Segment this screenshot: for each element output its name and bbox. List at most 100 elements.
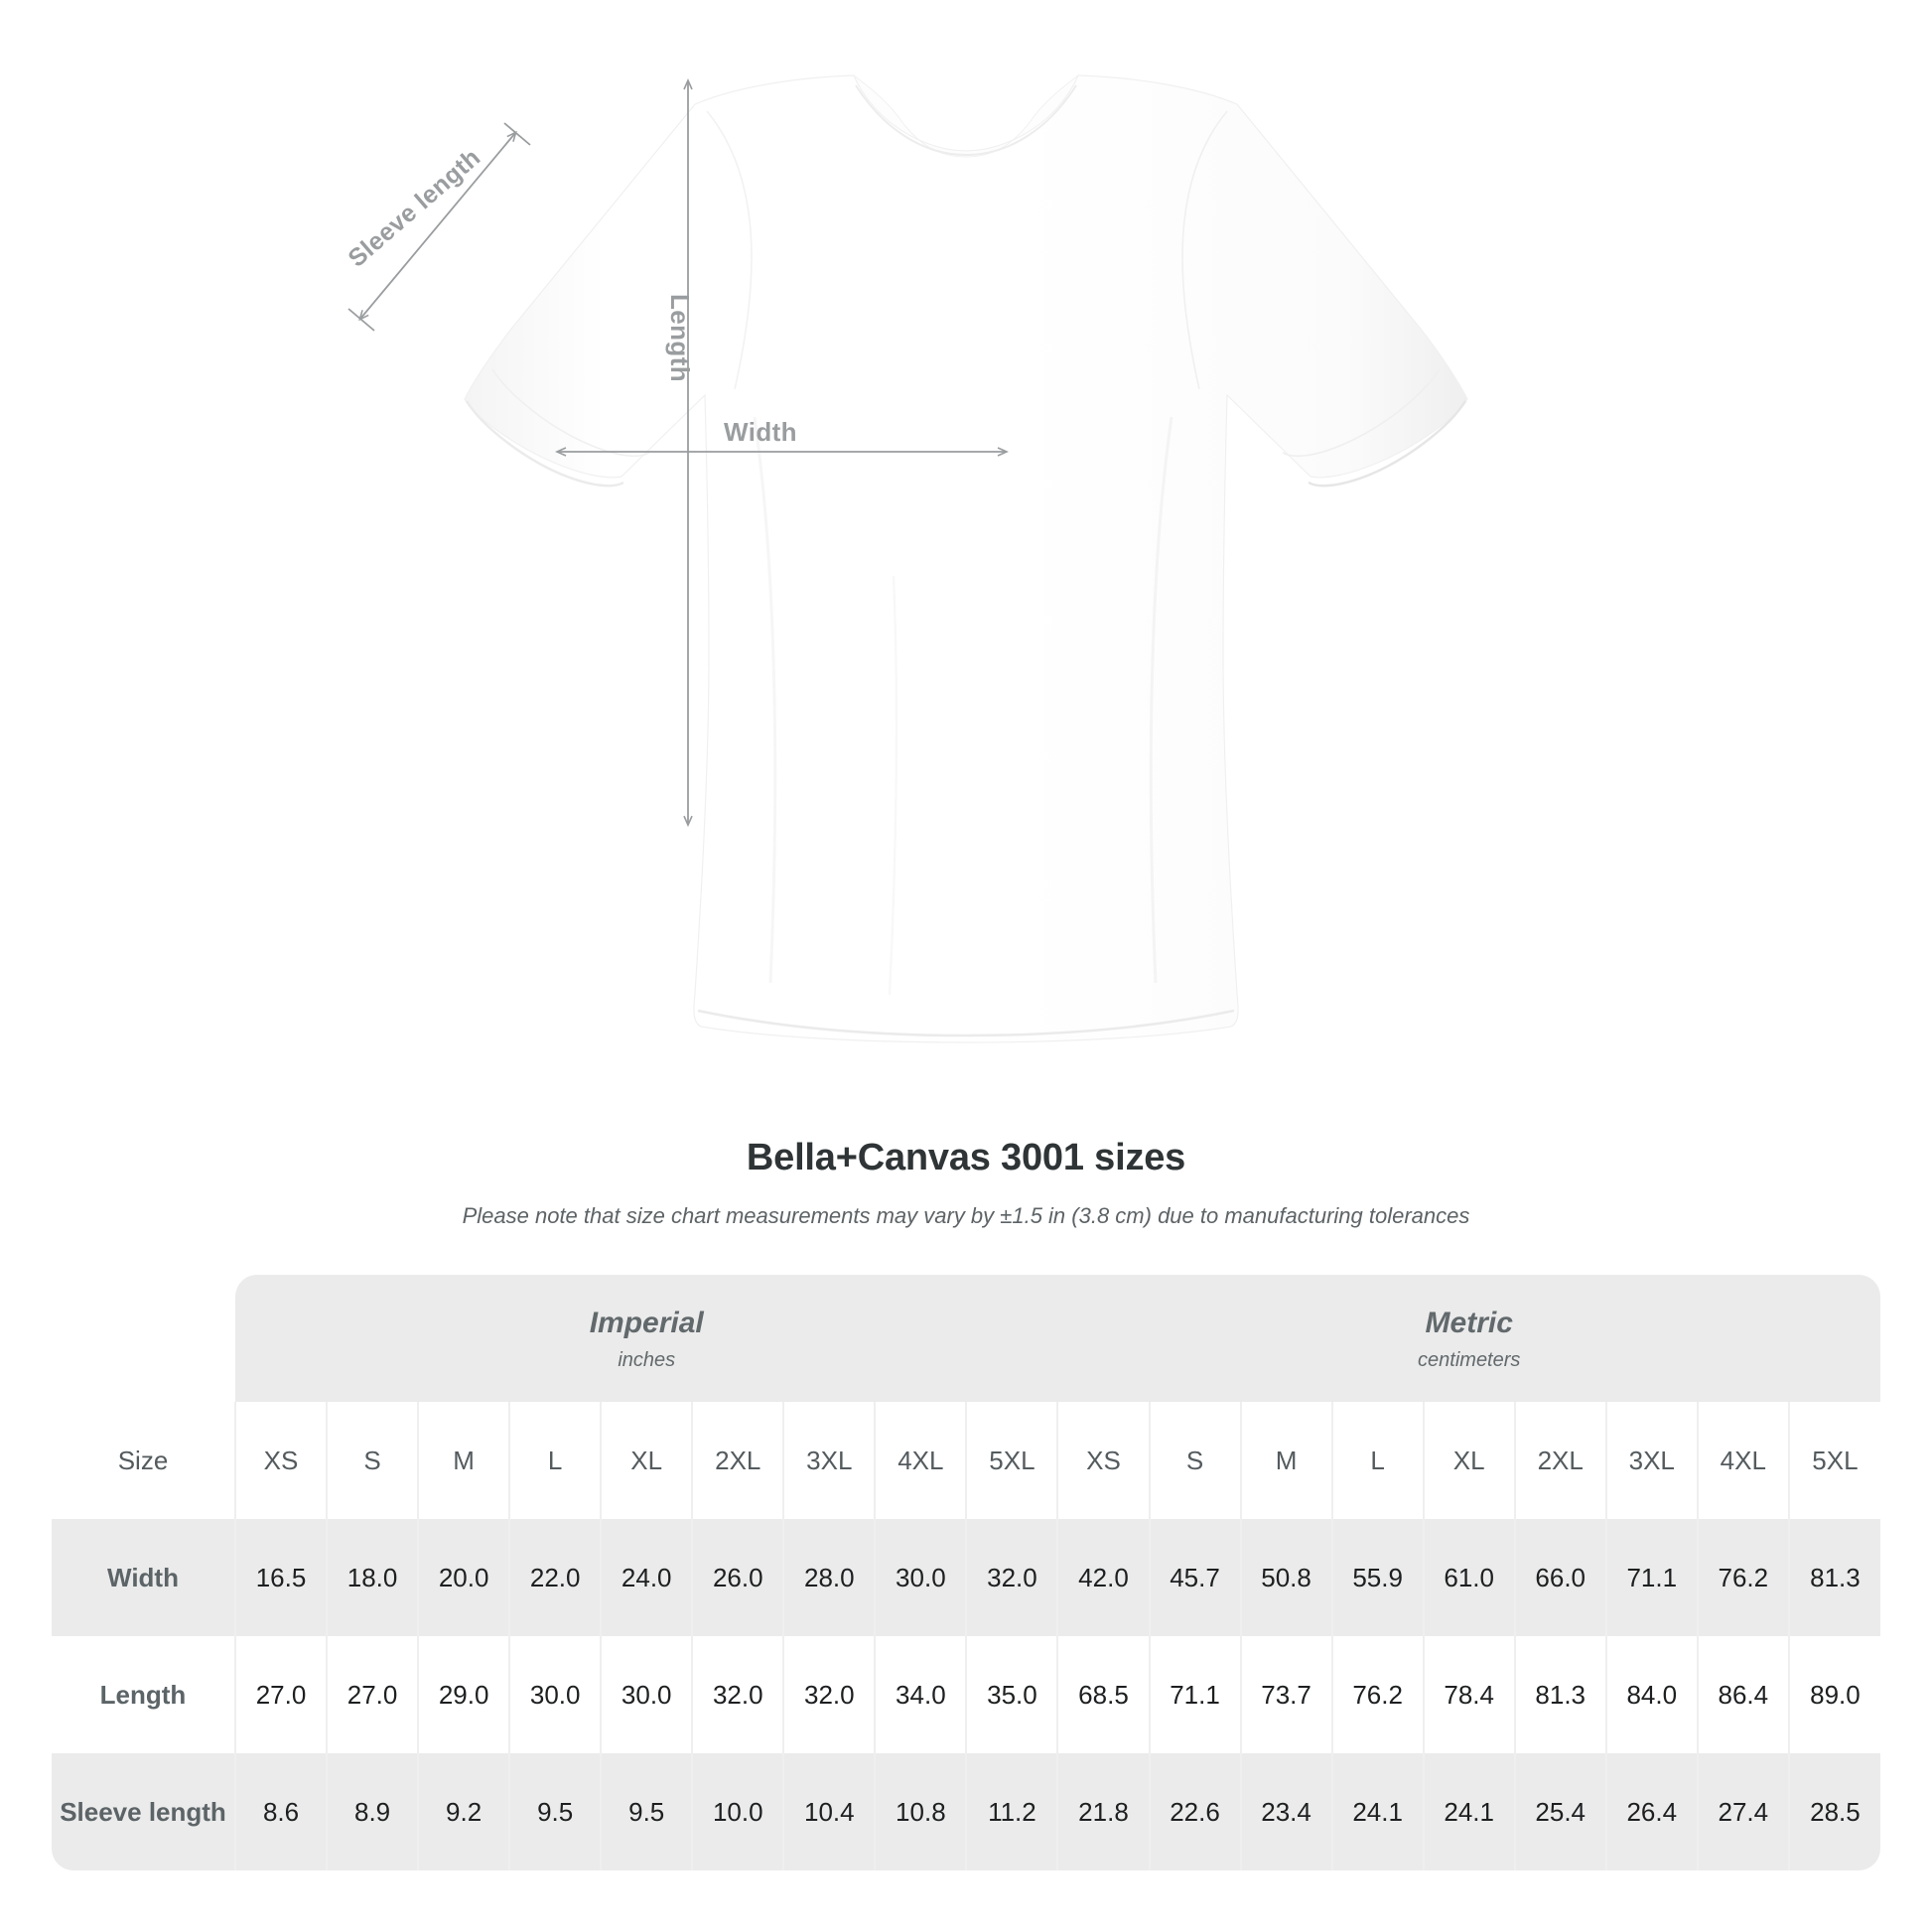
table-cell: 66.0 xyxy=(1513,1519,1606,1636)
table-cell: 26.0 xyxy=(691,1519,784,1636)
page-title: Bella+Canvas 3001 sizes xyxy=(746,1137,1186,1178)
table-cell: 89.0 xyxy=(1787,1636,1880,1753)
table-cell: 76.2 xyxy=(1696,1519,1789,1636)
table-cell: 11.2 xyxy=(965,1753,1058,1870)
row-label-width: Width xyxy=(52,1519,235,1636)
size-column-header: L xyxy=(508,1402,602,1519)
table-row: Width 16.5 18.0 20.0 22.0 24.0 26.0 28.0 30.0 32.… xyxy=(52,1519,1880,1636)
tshirt-illustration: Sleeve length Length Width xyxy=(343,73,1468,1043)
table-cell: 10.4 xyxy=(782,1753,876,1870)
table-row: Sleeve length 8.6 8.9 9.2 9.5 9.5 10.0 10.4 10.8… xyxy=(52,1753,1880,1870)
table-cell: 30.0 xyxy=(600,1636,693,1753)
table-cell: 68.5 xyxy=(1056,1636,1150,1753)
table-cell: 28.5 xyxy=(1787,1753,1880,1870)
table-cell: 8.9 xyxy=(326,1753,419,1870)
table-cell: 26.4 xyxy=(1604,1753,1698,1870)
tshirt-shape xyxy=(464,73,1468,1043)
size-header-label: Size xyxy=(52,1402,235,1519)
unit-name: Metric xyxy=(1425,1306,1513,1339)
table-cell: 27.0 xyxy=(326,1636,419,1753)
size-column-header: S xyxy=(326,1402,419,1519)
unit-header-metric: Metric centimeters xyxy=(1057,1275,1880,1402)
unit-sublabel: centimeters xyxy=(1418,1348,1521,1371)
table-cell: 20.0 xyxy=(417,1519,510,1636)
size-column-header: 5XL xyxy=(965,1402,1058,1519)
sleeve-length-dimension xyxy=(347,122,531,332)
table-cell: 32.0 xyxy=(782,1636,876,1753)
table-cell: 76.2 xyxy=(1330,1636,1424,1753)
size-column-header: S xyxy=(1148,1402,1241,1519)
table-cell: 25.4 xyxy=(1513,1753,1606,1870)
size-column-header: 3XL xyxy=(1604,1402,1698,1519)
table-cell: 10.0 xyxy=(691,1753,784,1870)
size-column-header: 2XL xyxy=(1513,1402,1606,1519)
table-cell: 9.5 xyxy=(600,1753,693,1870)
size-table: Imperial inches Metric centimeters Size XS S M L… xyxy=(52,1275,1880,1870)
table-cell: 21.8 xyxy=(1056,1753,1150,1870)
table-cell: 34.0 xyxy=(874,1636,967,1753)
table-cell: 55.9 xyxy=(1330,1519,1424,1636)
table-cell: 61.0 xyxy=(1422,1519,1515,1636)
table-cell: 50.8 xyxy=(1239,1519,1332,1636)
size-header-row: Size XS S M L XL 2XL 3XL 4XL 5XL XS S M L XL 2XL 3XL 4XL 5… xyxy=(52,1402,1880,1519)
table-cell: 22.6 xyxy=(1148,1753,1241,1870)
size-column-header: XS xyxy=(233,1402,328,1519)
table-cell: 71.1 xyxy=(1604,1519,1698,1636)
table-cell: 29.0 xyxy=(417,1636,510,1753)
unit-sublabel: inches xyxy=(618,1348,676,1371)
table-cell: 10.8 xyxy=(874,1753,967,1870)
table-cell: 78.4 xyxy=(1422,1636,1515,1753)
table-cell: 45.7 xyxy=(1148,1519,1241,1636)
table-cell: 42.0 xyxy=(1056,1519,1150,1636)
size-table-wrapper: Imperial inches Metric centimeters Size XS S M L… xyxy=(52,1275,1880,1870)
table-cell: 73.7 xyxy=(1239,1636,1332,1753)
size-column-header: L xyxy=(1330,1402,1424,1519)
table-cell: 18.0 xyxy=(326,1519,419,1636)
page-subtitle: Please note that size chart measurements… xyxy=(462,1202,1470,1228)
table-cell: 24.1 xyxy=(1330,1753,1424,1870)
table-cell: 24.0 xyxy=(600,1519,693,1636)
table-cell: 71.1 xyxy=(1148,1636,1241,1753)
table-cell: 24.1 xyxy=(1422,1753,1515,1870)
table-cell: 32.0 xyxy=(691,1636,784,1753)
size-column-header: XL xyxy=(600,1402,693,1519)
size-column-header: XL xyxy=(1422,1402,1515,1519)
table-cell: 84.0 xyxy=(1604,1636,1698,1753)
table-cell: 27.4 xyxy=(1696,1753,1789,1870)
size-column-header: M xyxy=(1239,1402,1332,1519)
table-cell: 30.0 xyxy=(874,1519,967,1636)
tshirt-diagram-svg xyxy=(347,73,1468,1043)
table-cell: 35.0 xyxy=(965,1636,1058,1753)
size-column-header: 2XL xyxy=(691,1402,784,1519)
table-cell: 81.3 xyxy=(1787,1519,1880,1636)
table-row: Length 27.0 27.0 29.0 30.0 30.0 32.0 32.0 34.0 35… xyxy=(52,1636,1880,1753)
unit-header-imperial: Imperial inches xyxy=(235,1275,1058,1402)
size-column-header: 4XL xyxy=(874,1402,967,1519)
table-cell: 28.0 xyxy=(782,1519,876,1636)
length-label: Length xyxy=(665,294,695,383)
row-label-sleeve-length: Sleeve length xyxy=(52,1753,235,1870)
size-column-header: XS xyxy=(1056,1402,1150,1519)
row-label-length: Length xyxy=(52,1636,235,1753)
table-cell: 22.0 xyxy=(508,1519,602,1636)
table-cell: 81.3 xyxy=(1513,1636,1606,1753)
unit-name: Imperial xyxy=(589,1306,704,1339)
table-cell: 16.5 xyxy=(233,1519,328,1636)
table-cell: 9.2 xyxy=(417,1753,510,1870)
size-column-header: 4XL xyxy=(1696,1402,1789,1519)
table-cell: 8.6 xyxy=(233,1753,328,1870)
table-cell: 32.0 xyxy=(965,1519,1058,1636)
size-column-header: 5XL xyxy=(1787,1402,1880,1519)
table-cell: 23.4 xyxy=(1239,1753,1332,1870)
width-label: Width xyxy=(724,417,797,447)
unit-header-spacer xyxy=(52,1275,235,1402)
table-cell: 9.5 xyxy=(508,1753,602,1870)
table-cell: 30.0 xyxy=(508,1636,602,1753)
table-cell: 86.4 xyxy=(1696,1636,1789,1753)
heading-block: Bella+Canvas 3001 sizes Please note that… xyxy=(0,1137,1932,1230)
unit-header-row: Imperial inches Metric centimeters xyxy=(52,1275,1880,1402)
size-column-header: M xyxy=(417,1402,510,1519)
table-cell: 27.0 xyxy=(233,1636,328,1753)
size-column-header: 3XL xyxy=(782,1402,876,1519)
